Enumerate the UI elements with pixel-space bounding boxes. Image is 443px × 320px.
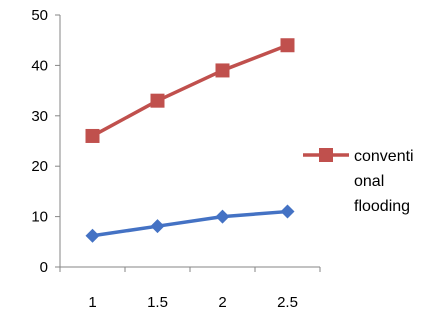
series-1 (85, 204, 295, 243)
legend-marker-square (319, 148, 333, 162)
series-group (85, 38, 295, 243)
data-point-diamond (215, 209, 230, 224)
data-point-square (85, 128, 100, 143)
x-tick-label: 2 (218, 294, 226, 311)
series-line (92, 209, 288, 238)
y-tick-labels: 0 10 20 30 40 50 (31, 7, 48, 276)
data-point-diamond (280, 204, 295, 219)
data-point-square (215, 63, 230, 78)
x-tick-labels: 1 1.5 2 2.5 (88, 294, 298, 311)
legend-label: onal (354, 173, 384, 190)
data-point-square (150, 93, 165, 108)
y-tick-label: 0 (40, 259, 48, 276)
y-tick-label: 50 (31, 7, 48, 24)
x-tick-label: 2.5 (277, 294, 298, 311)
y-tick-label: 30 (31, 108, 48, 125)
series-line (91, 43, 289, 138)
legend: conventi onal flooding (303, 148, 414, 215)
series-2 (85, 38, 295, 143)
y-tick-label: 20 (31, 158, 48, 175)
legend-label: flooding (354, 198, 410, 215)
legend-label: conventi (354, 148, 414, 165)
y-tick-label: 10 (31, 209, 48, 226)
x-tick-label: 1.5 (147, 294, 168, 311)
data-point-diamond (85, 228, 100, 243)
data-point-diamond (150, 219, 165, 234)
y-tick-label: 40 (31, 57, 48, 74)
data-point-square (280, 38, 295, 53)
x-tick-label: 1 (88, 294, 96, 311)
axes (55, 14, 321, 272)
